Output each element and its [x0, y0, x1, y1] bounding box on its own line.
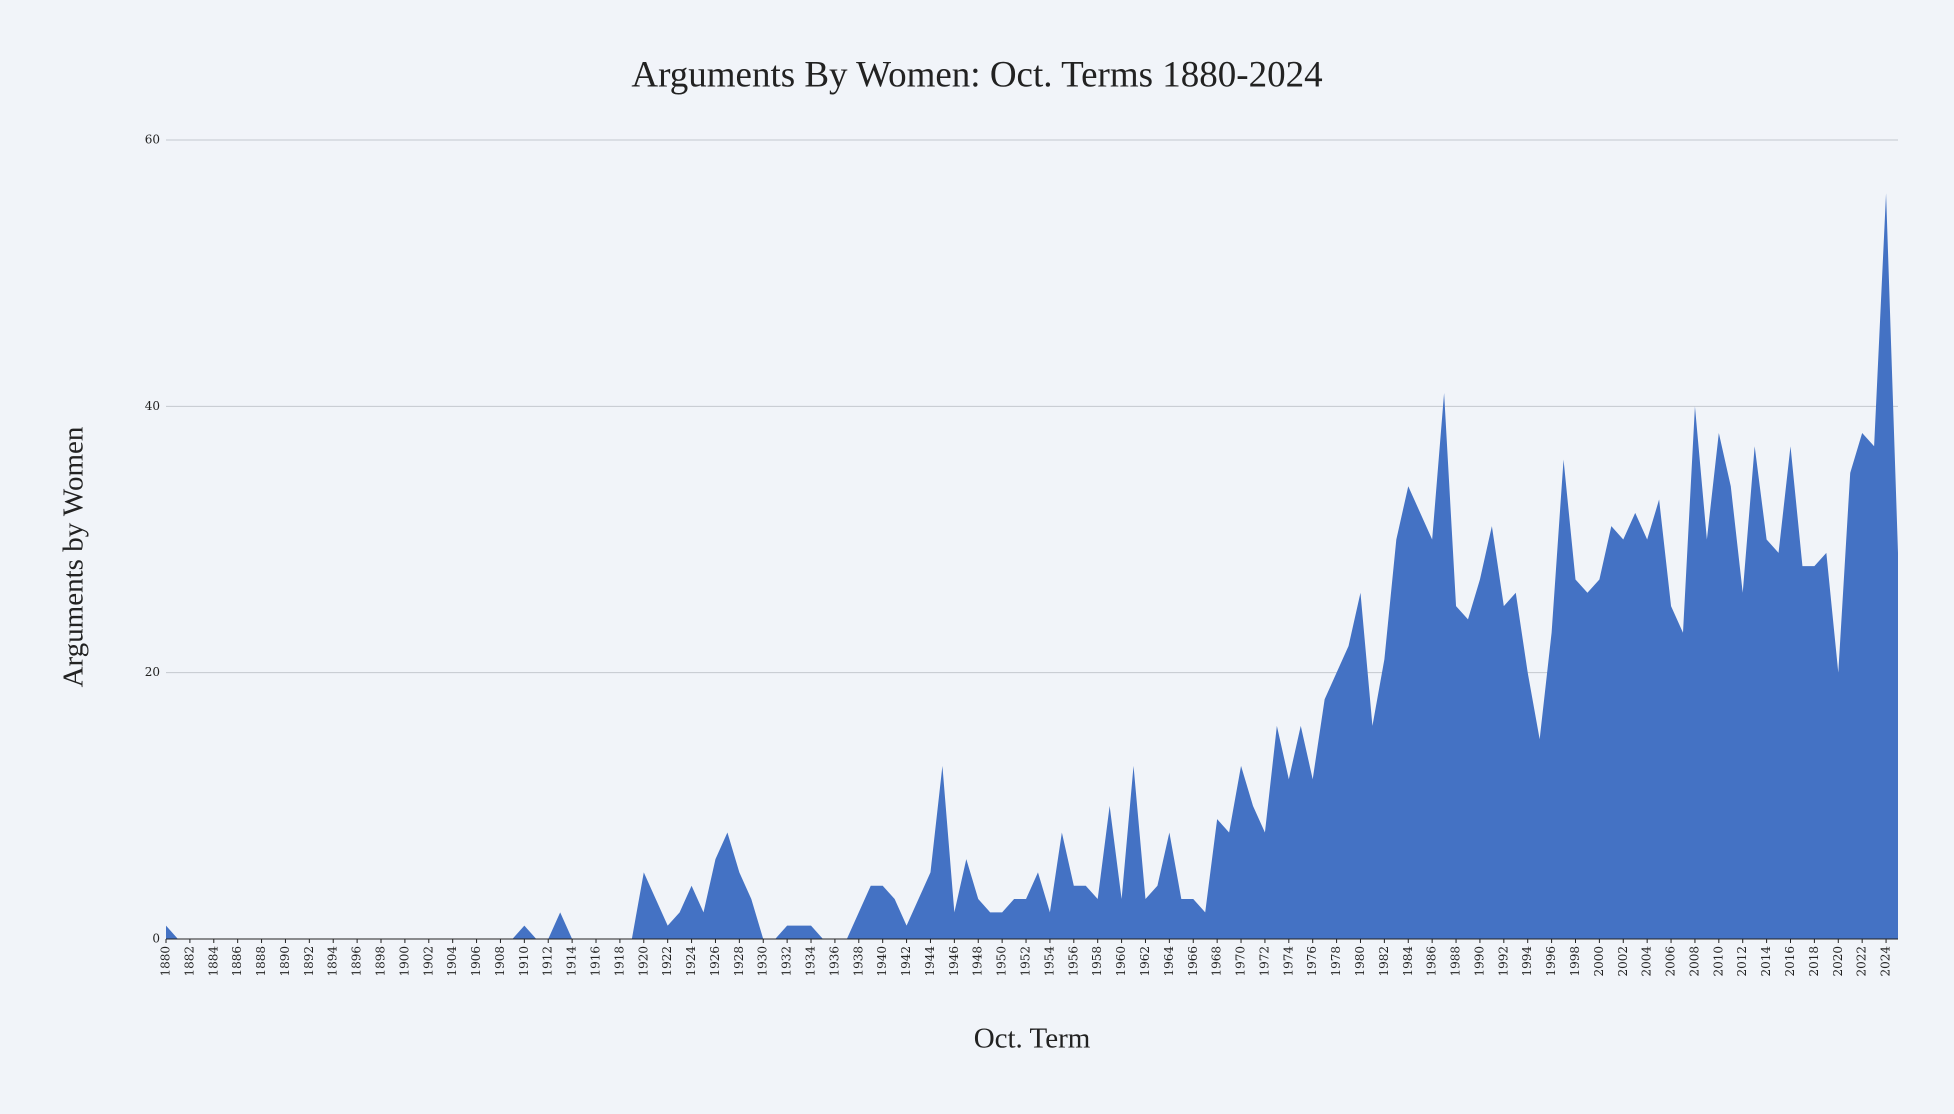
x-tick-label: 1902 [421, 946, 435, 977]
x-tick-label: 1960 [1114, 946, 1128, 977]
x-tick-label: 1976 [1305, 946, 1319, 977]
x-tick-label: 1980 [1353, 946, 1367, 977]
x-tick-label: 2014 [1759, 946, 1773, 977]
x-tick-label: 1954 [1042, 946, 1056, 977]
x-tick-label: 1882 [182, 946, 196, 977]
x-tick-label: 1918 [612, 946, 626, 977]
x-tick-label: 2022 [1855, 946, 1869, 977]
x-tick-label: 1944 [923, 946, 937, 977]
x-tick-label: 1982 [1377, 946, 1391, 977]
x-tick-label: 1920 [636, 946, 650, 977]
y-tick-label: 20 [145, 665, 160, 679]
x-tick-label: 1890 [278, 946, 292, 977]
x-tick-label: 2006 [1664, 946, 1678, 977]
x-tick-label: 1932 [780, 946, 794, 977]
x-tick-label: 2010 [1711, 946, 1725, 977]
y-tick-label: 60 [145, 133, 160, 147]
x-axis-title: Oct. Term [974, 1023, 1091, 1055]
x-tick-label: 1926 [708, 946, 722, 977]
x-tick-label: 1894 [326, 946, 340, 977]
x-tick-label: 1928 [732, 946, 746, 977]
x-tick-label: 1908 [493, 946, 507, 977]
area [166, 193, 1898, 939]
x-tick-label: 1966 [1186, 946, 1200, 977]
x-tick-label: 1956 [1066, 946, 1080, 977]
chart-title: Arguments By Women: Oct. Terms 1880-2024 [631, 54, 1322, 95]
x-tick-label: 1952 [1019, 946, 1033, 977]
x-tick-label: 2024 [1879, 946, 1893, 977]
x-tick-label: 1968 [1210, 946, 1224, 977]
x-tick-label: 1970 [1234, 946, 1248, 977]
x-tick-label: 2004 [1640, 946, 1654, 977]
x-tick-label: 2018 [1807, 946, 1821, 977]
x-tick-label: 2002 [1616, 946, 1630, 977]
x-tick-label: 1930 [756, 946, 770, 977]
x-tick-label: 1922 [660, 946, 674, 977]
x-tick-label: 1936 [827, 946, 841, 977]
x-tick-label: 1964 [1162, 946, 1176, 977]
x-tick-label: 2016 [1783, 946, 1797, 977]
x-tick-label: 1910 [517, 946, 531, 977]
x-tick-label: 1946 [947, 946, 961, 977]
x-tick-label: 1992 [1496, 946, 1510, 977]
x-tick-label: 1986 [1425, 946, 1439, 977]
x-tick-label: 1924 [684, 946, 698, 977]
x-tick-label: 1880 [159, 946, 173, 977]
x-tick-label: 1978 [1329, 946, 1343, 977]
x-tick-label: 1934 [804, 946, 818, 977]
x-tick-label: 1972 [1257, 946, 1271, 977]
x-tick-label: 1984 [1401, 946, 1415, 977]
x-tick-label: 1884 [206, 946, 220, 977]
x-tick-label: 1938 [851, 946, 865, 977]
x-tick-label: 1912 [541, 946, 555, 977]
x-tick-label: 1994 [1520, 946, 1534, 977]
x-tick-label: 1948 [971, 946, 985, 977]
x-tick-label: 1950 [995, 946, 1009, 977]
x-tick-label: 1888 [254, 946, 268, 977]
y-tick-label: 40 [145, 399, 160, 413]
x-tick-label: 1958 [1090, 946, 1104, 977]
x-tick-label: 2008 [1687, 946, 1701, 977]
x-tick-label: 1988 [1449, 946, 1463, 977]
x-tick-label: 1998 [1568, 946, 1582, 977]
x-tick-label: 2012 [1735, 946, 1749, 977]
x-tick-label: 1940 [875, 946, 889, 977]
x-tick-label: 1914 [565, 946, 579, 977]
y-tick-label: 0 [152, 932, 160, 946]
x-tick-label: 1892 [302, 946, 316, 977]
x-tick-label: 1962 [1138, 946, 1152, 977]
x-tick-label: 1896 [350, 946, 364, 977]
x-tick-label: 1990 [1472, 946, 1486, 977]
x-tick-label: 2000 [1592, 946, 1606, 977]
x-tick-label: 1904 [445, 946, 459, 977]
x-tick-label: 1942 [899, 946, 913, 977]
x-tick-label: 1916 [589, 946, 603, 977]
x-tick-label: 2020 [1831, 946, 1845, 977]
y-axis-title: Arguments by Women [58, 426, 90, 687]
x-tick-label: 1906 [469, 946, 483, 977]
x-tick-label: 1974 [1281, 946, 1295, 977]
x-tick-label: 1996 [1544, 946, 1558, 977]
x-tick-label: 1886 [230, 946, 244, 977]
x-tick-label: 1900 [397, 946, 411, 977]
x-tick-label: 1898 [374, 946, 388, 977]
